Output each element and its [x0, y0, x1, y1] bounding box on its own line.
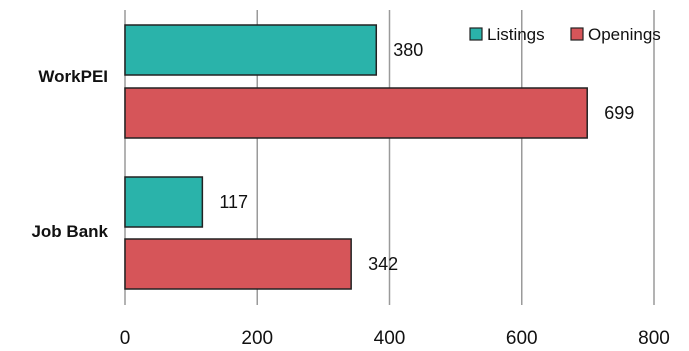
data-label-openings-1: 342	[368, 254, 398, 274]
x-tick-label-200: 200	[241, 328, 273, 349]
data-label-listings-0: 380	[393, 40, 423, 60]
legend-swatch-listings	[469, 27, 483, 41]
bars-layer	[124, 24, 588, 290]
legend-label-listings: Listings	[487, 25, 545, 44]
x-tick-label-400: 400	[374, 328, 406, 349]
x-tick-label-0: 0	[120, 328, 131, 349]
data-label-listings-1: 117	[219, 192, 248, 212]
legend-label-openings: Openings	[588, 25, 661, 44]
bar-openings-1	[124, 238, 352, 290]
category-label-0: WorkPEI	[38, 67, 108, 86]
legend-swatch-openings	[570, 27, 584, 41]
bar-openings-0	[124, 87, 588, 139]
labels-layer: 0 200 400 600 800 380 699 WorkPEI 117 342 Job Bank	[31, 40, 669, 349]
bar-listings-1	[124, 176, 204, 228]
x-tick-label-800: 800	[638, 328, 670, 349]
x-tick-label-600: 600	[506, 328, 538, 349]
legend: Listings Openings	[469, 25, 661, 44]
category-label-1: Job Bank	[31, 222, 108, 241]
data-label-openings-0: 699	[604, 103, 634, 123]
bar-listings-0	[124, 24, 378, 76]
